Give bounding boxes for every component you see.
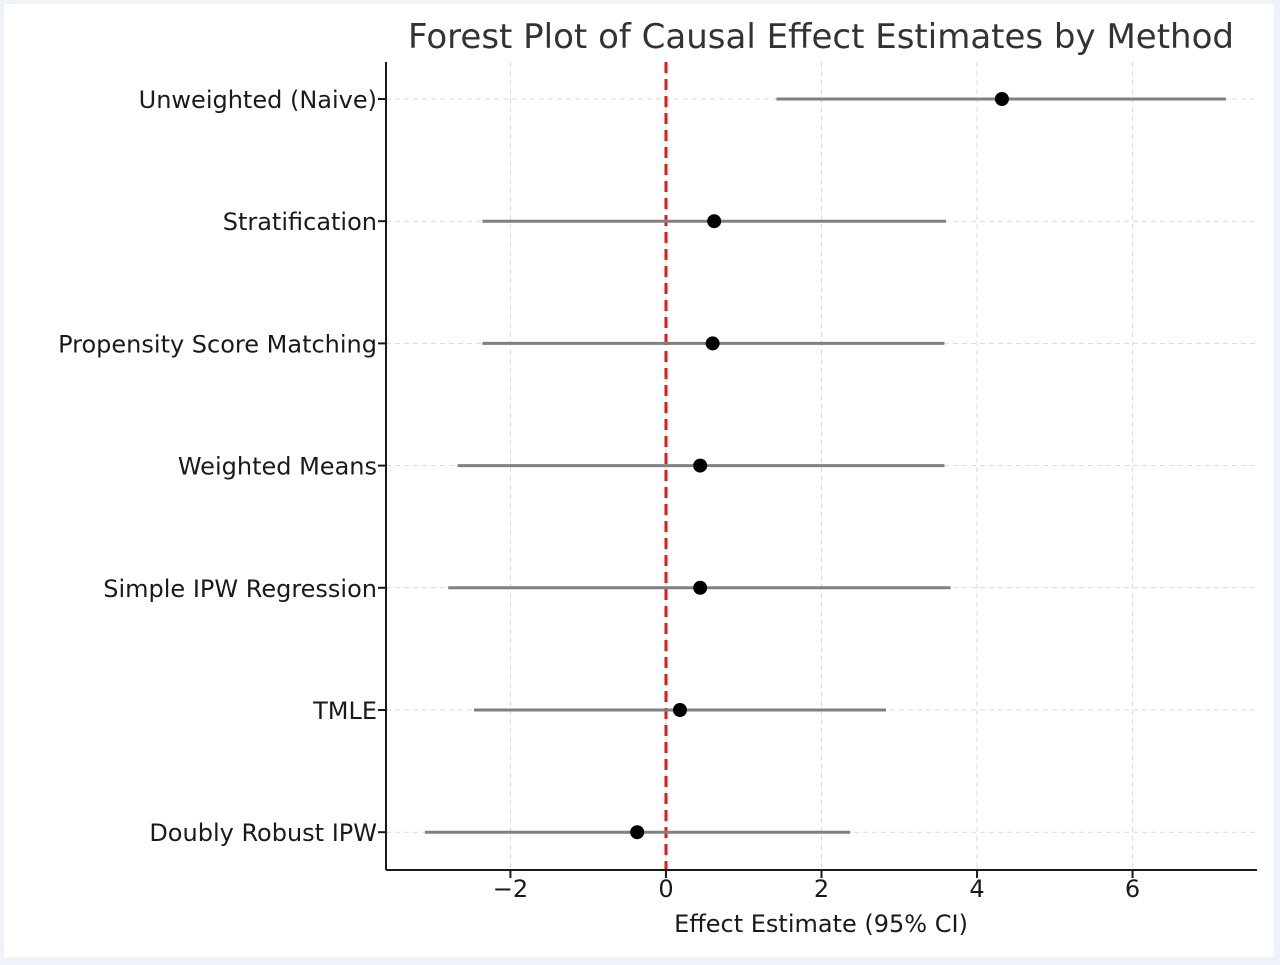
y-tick-label: Doubly Robust IPW	[149, 819, 377, 847]
x-axis-label: Effect Estimate (95% CI)	[674, 910, 968, 938]
point-estimate	[693, 458, 708, 473]
point-estimate	[693, 580, 708, 595]
x-tick-label: 6	[1125, 875, 1140, 903]
y-tick-labels: Unweighted (Naive) Stratification Propensi…	[58, 86, 386, 847]
x-tick-label: 4	[969, 875, 984, 903]
point-estimate	[705, 336, 720, 351]
y-tick-label: Weighted Means	[178, 453, 377, 481]
y-tick-label: Simple IPW Regression	[103, 575, 377, 603]
x-tick-label: −2	[493, 875, 528, 903]
y-tick-label: TMLE	[312, 697, 377, 725]
figure-background	[4, 4, 1274, 957]
point-estimate	[672, 703, 687, 717]
point-estimate	[630, 825, 645, 840]
y-tick-label: Stratification	[223, 208, 377, 236]
x-tick-labels: −2 0 2 4 6	[493, 870, 1140, 903]
chart-title: Forest Plot of Causal Effect Estimates b…	[408, 17, 1234, 57]
x-tick-label: 2	[814, 875, 829, 903]
y-tick-label: Unweighted (Naive)	[139, 86, 377, 114]
point-estimates	[630, 92, 1009, 840]
point-estimate	[707, 214, 722, 229]
point-estimate	[994, 92, 1009, 106]
y-tick-label: Propensity Score Matching	[58, 330, 377, 358]
x-tick-label: 0	[658, 875, 673, 903]
confidence-intervals	[424, 97, 1226, 834]
